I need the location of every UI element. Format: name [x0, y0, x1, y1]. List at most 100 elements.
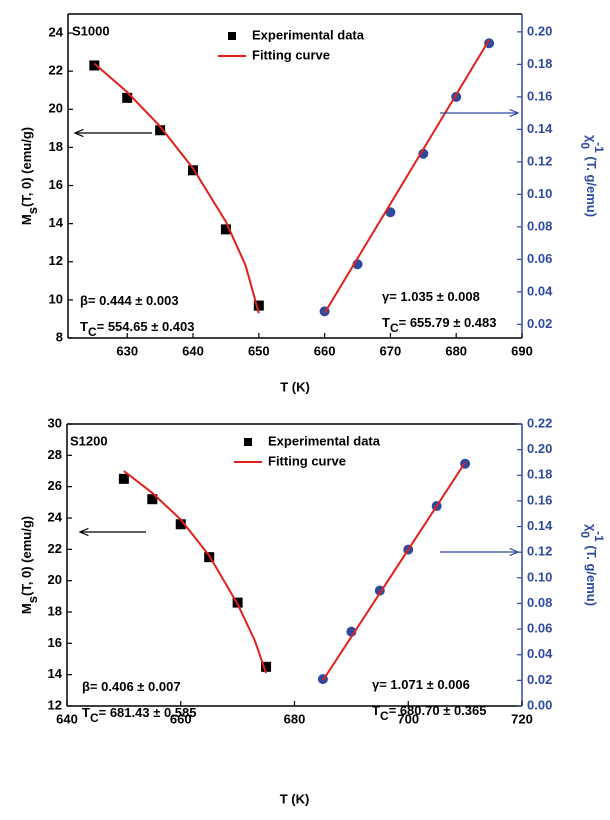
y2-tick-label: 0.10 — [527, 569, 552, 584]
y-tick-label: 18 — [48, 603, 62, 618]
annotation: TC= 554.65 ± 0.403 — [80, 319, 194, 339]
x-tick-label: 720 — [511, 711, 533, 726]
annotation-part: T — [82, 705, 90, 720]
y-tick-label: 18 — [49, 139, 63, 154]
y-axis-label: Ms(T, 0) (emu/g) — [19, 516, 40, 614]
panel-title: S1000 — [72, 23, 110, 38]
y2-label-part: (T. g/emu) — [584, 153, 599, 217]
annotation-sub: C — [88, 325, 97, 339]
annotation-sub: C — [390, 321, 399, 335]
y-label-part: (T, 0) (emu/g) — [19, 127, 34, 207]
y2-tick-label: 0.04 — [527, 646, 553, 661]
y2-tick-label: 0.14 — [527, 121, 553, 136]
x-tick-label: 660 — [170, 711, 192, 726]
annotation-part: γ= 1.035 ± 0.008 — [382, 289, 480, 304]
y2-tick-label: 0.14 — [527, 518, 553, 533]
y-label-part: M — [19, 214, 34, 225]
annotation-part: β= 0.406 ± 0.007 — [82, 679, 181, 694]
x-tick-label: 680 — [445, 343, 467, 358]
y2-axis-label: χ0-1 (T. g/emu) — [578, 524, 606, 606]
annotation: γ= 1.071 ± 0.006 — [372, 677, 470, 692]
y2-label-sub: 0 — [578, 142, 592, 149]
data-point — [261, 661, 272, 672]
data-point — [188, 165, 199, 176]
y2-tick-label: 0.16 — [527, 88, 552, 103]
x-axis-label: T (K) — [280, 791, 310, 806]
y-tick-label: 16 — [49, 177, 63, 192]
annotation-part: T — [80, 319, 88, 334]
panel: 630 640 650 660 670 680 690 8 10 12 14 16 18 20 22 24 0.… — [19, 13, 606, 394]
x-axis-label: T (K) — [280, 379, 310, 394]
y2-tick-label: 0.18 — [527, 467, 552, 482]
x-tick-label: 670 — [380, 343, 402, 358]
panel-title: S1200 — [70, 433, 108, 448]
y-tick-label: 12 — [49, 253, 63, 268]
y2-tick-label: 0.00 — [527, 697, 552, 712]
annotation: TC= 655.79 ± 0.483 — [382, 315, 496, 335]
panel: 640 660 680 700 720 12 14 16 18 20 22 24 26 28 30 0.00 0… — [19, 415, 605, 806]
annotation: TC= 681.43 ± 0.585 — [82, 705, 196, 725]
y-label-part: (T, 0) (emu/g) — [19, 516, 34, 596]
y-tick-label: 22 — [48, 541, 62, 556]
annotation-part: = 681.43 ± 0.585 — [99, 705, 197, 720]
y2-label-part: χ — [584, 135, 599, 143]
y2-tick-label: 0.20 — [527, 23, 552, 38]
x-tick-label: 640 — [56, 711, 78, 726]
y2-tick-label: 0.06 — [527, 621, 552, 636]
y2-tick-label: 0.20 — [527, 441, 552, 456]
annotation-part: γ= 1.071 ± 0.006 — [372, 677, 470, 692]
annotation-part: = 554.65 ± 0.403 — [97, 319, 195, 334]
legend-label: Fitting curve — [252, 47, 330, 62]
annotation-sub: C — [90, 711, 99, 725]
data-point — [147, 494, 158, 505]
annotation-part: T — [382, 315, 390, 330]
annotation-part: β= 0.444 ± 0.003 — [80, 293, 179, 308]
annotation: β= 0.406 ± 0.007 — [82, 679, 181, 694]
y-tick-label: 14 — [49, 215, 64, 230]
data-point — [220, 224, 231, 235]
x-tick-label: 680 — [284, 711, 306, 726]
x-tick-label: 700 — [397, 711, 419, 726]
y-tick-label: 12 — [48, 697, 62, 712]
fit-curve — [93, 62, 260, 314]
y2-tick-label: 0.18 — [527, 56, 552, 71]
annotation-part: T — [372, 703, 380, 718]
y2-label-part: (T. g/emu) — [584, 542, 599, 606]
y2-tick-label: 0.08 — [527, 595, 552, 610]
data-point — [118, 473, 129, 484]
y2-tick-label: 0.22 — [527, 415, 552, 430]
y-tick-label: 24 — [49, 24, 64, 39]
data-point — [122, 92, 133, 103]
fit-curve — [123, 470, 268, 674]
x-tick-label: 630 — [116, 343, 138, 358]
annotation-part: = 655.79 ± 0.483 — [399, 315, 497, 330]
y2-tick-label: 0.16 — [527, 492, 552, 507]
y-tick-label: 16 — [48, 635, 62, 650]
data-point — [89, 60, 100, 71]
y2-axis-label: χ0-1 (T. g/emu) — [578, 135, 606, 217]
x-tick-label: 640 — [182, 343, 204, 358]
fit-curve — [322, 461, 466, 681]
data-point — [418, 148, 429, 159]
y-label-sub: s — [25, 207, 40, 214]
y2-tick-label: 0.12 — [527, 153, 552, 168]
x-tick-label: 650 — [248, 343, 270, 358]
y-tick-label: 28 — [48, 447, 62, 462]
y-tick-label: 26 — [48, 478, 62, 493]
annotation-part: = 680.70 ± 0.365 — [389, 703, 487, 718]
annotation: β= 0.444 ± 0.003 — [80, 293, 179, 308]
y-tick-label: 10 — [49, 291, 63, 306]
legend-marker — [228, 32, 236, 40]
annotation: TC= 680.70 ± 0.365 — [372, 703, 486, 723]
y2-label-sup: -1 — [592, 531, 606, 542]
x-tick-label: 690 — [511, 343, 533, 358]
y-tick-label: 20 — [49, 101, 63, 116]
y-tick-label: 22 — [49, 63, 63, 78]
y2-tick-label: 0.08 — [527, 218, 552, 233]
legend-label: Experimental data — [252, 27, 365, 42]
fit-curve — [323, 39, 490, 314]
data-point — [155, 125, 166, 136]
y-axis-label: Ms(T, 0) (emu/g) — [19, 127, 40, 225]
y2-label-sub: 0 — [578, 531, 592, 538]
